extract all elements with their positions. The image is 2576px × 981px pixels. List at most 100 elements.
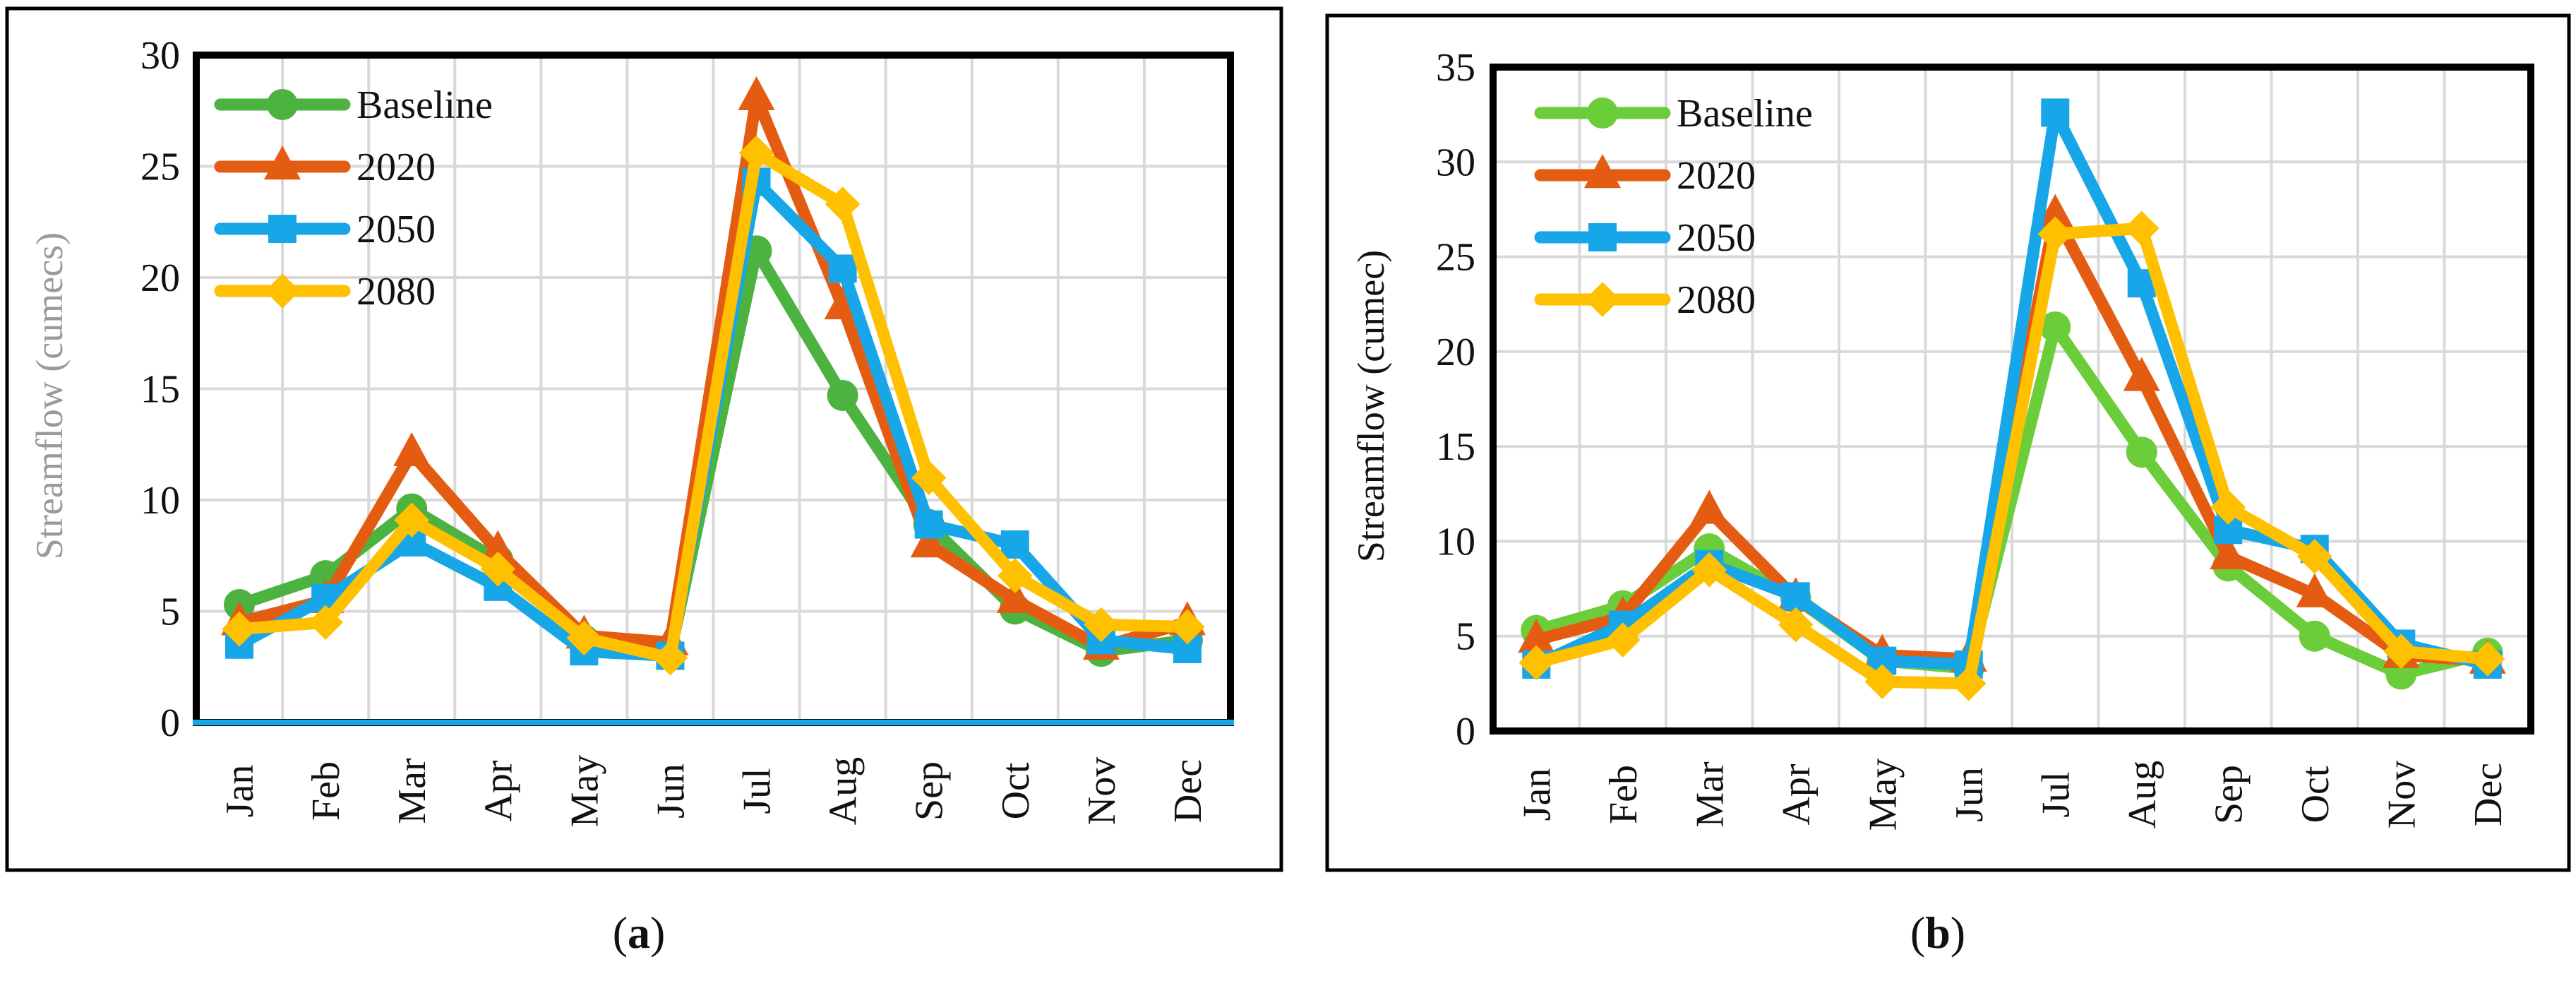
data-point-2020 [996, 578, 1034, 613]
x-tick-label: Dec [1166, 759, 1210, 823]
legend-label-baseline: Baseline [357, 83, 493, 127]
y-tick-label: 5 [1456, 615, 1475, 659]
data-point-baseline [2299, 620, 2330, 652]
data-point-2020 [393, 432, 431, 467]
x-tick-label: Feb [1602, 765, 1646, 824]
y-tick-label: 30 [1436, 141, 1475, 184]
x-tick-label: Sep [2207, 765, 2251, 824]
x-tick-label: Mar [1688, 761, 1732, 828]
legend-marker-2080 [1585, 282, 1620, 317]
y-axis-label: Streamflow (cumec) [1350, 250, 1392, 562]
data-point-2080 [308, 605, 343, 641]
data-point-2080 [2123, 210, 2159, 246]
data-point-2020 [1691, 489, 1728, 524]
x-tick-label: Dec [2467, 763, 2510, 826]
y-tick-label: 15 [140, 368, 180, 412]
legend-marker-2020 [264, 145, 301, 180]
x-tick-label: Jul [736, 768, 779, 814]
x-tick-label: Nov [2380, 761, 2424, 828]
series-line-baseline [1530, 321, 2494, 680]
data-point-2020 [2037, 194, 2074, 228]
data-point-2080 [1605, 622, 1641, 658]
x-tick-label: Jan [1515, 768, 1559, 821]
data-point-2080 [2383, 634, 2419, 669]
y-axis-label: Streamflow (cumecs) [28, 232, 71, 559]
caption-letter: a [628, 908, 650, 958]
data-point-2080 [566, 620, 602, 656]
data-point-2050 [914, 510, 943, 539]
data-point-2050 [828, 254, 857, 283]
y-tick-label: 10 [1436, 520, 1475, 564]
data-point-2080 [1864, 664, 1900, 699]
data-point-2080 [652, 640, 688, 676]
x-tick-label: Oct [2294, 766, 2337, 823]
data-point-2080 [2469, 641, 2505, 677]
data-point-2080 [394, 502, 430, 538]
x-tick-label: Aug [2121, 761, 2164, 828]
caption-b: (b) [1910, 908, 1965, 958]
legend-label-baseline: Baseline [1677, 92, 1813, 136]
chart-panel-b: 0 5 10 15 20 25 30 35 Jan Feb Mar Apr May Jun Jul Aug Se… [1350, 46, 2534, 831]
x-tick-label: Apr [1775, 763, 1819, 825]
data-point-2080 [480, 551, 516, 587]
x-tick-label: Nov [1080, 757, 1124, 825]
data-point-2020 [479, 530, 517, 564]
y-tick-label: 20 [1436, 331, 1475, 374]
data-point-2020 [738, 76, 775, 111]
data-point-2080 [997, 558, 1033, 593]
data-point-2080 [2037, 216, 2073, 252]
y-tick-label: 0 [160, 701, 180, 745]
x-tick-label: Apr [477, 760, 520, 821]
data-point-2080 [1691, 552, 1727, 588]
data-point-2080 [738, 135, 774, 171]
legend-marker-2080 [265, 273, 300, 309]
y-tick-label: 30 [140, 34, 180, 78]
x-tick-label: Feb [304, 761, 348, 821]
data-point-2080 [2210, 489, 2246, 525]
x-tick-label: Oct [994, 762, 1038, 819]
y-tick-label: 20 [140, 256, 180, 300]
data-point-2080 [222, 611, 257, 647]
legend-label-2050: 2050 [1677, 216, 1756, 260]
data-point-2050 [2041, 98, 2070, 127]
series-line-2080 [1530, 222, 2494, 690]
legend-marker-2050 [268, 215, 296, 243]
data-point-2020 [1518, 619, 1555, 653]
x-tick-label: Aug [822, 757, 865, 825]
chart-panel-a: 0 5 10 15 20 25 30 Jan Feb Mar Apr May Jun Jul Aug Sep O… [28, 34, 1234, 827]
data-point-2080 [1170, 609, 1205, 645]
legend-label-2050: 2050 [357, 208, 436, 251]
y-tick-label: 5 [160, 590, 180, 634]
legend-marker-2050 [1588, 223, 1617, 251]
x-tick-label: May [563, 755, 606, 828]
caption-letter: b [1925, 908, 1951, 958]
x-tick-label: Mar [390, 758, 434, 824]
y-tick-label: 10 [140, 479, 180, 523]
data-point-2020 [910, 523, 947, 558]
legend-marker-baseline [267, 89, 298, 120]
data-point-2020 [2123, 357, 2160, 391]
legend-label-2020: 2020 [1677, 154, 1756, 198]
data-point-2080 [911, 460, 947, 496]
legend-label-2080: 2080 [1677, 278, 1756, 322]
x-tick-label: Jul [2034, 771, 2078, 817]
data-point-2050 [1000, 530, 1029, 559]
y-tick-label: 35 [1436, 46, 1475, 90]
data-point-2080 [1084, 607, 1119, 643]
x-tick-label: Jun [649, 763, 693, 819]
y-tick-label: 15 [1436, 425, 1475, 469]
data-point-2080 [2296, 539, 2332, 574]
series-line-2080 [233, 147, 1194, 665]
data-point-2080 [1518, 645, 1554, 681]
y-tick-label: 25 [140, 145, 180, 189]
data-point-2080 [1951, 666, 1987, 701]
data-point-2050 [1781, 582, 1810, 611]
data-point-2080 [1778, 607, 1814, 643]
x-tick-label: May [1861, 759, 1905, 831]
legend-marker-2020 [1584, 154, 1621, 189]
data-point-2020 [2210, 535, 2247, 570]
y-tick-label: 25 [1436, 236, 1475, 280]
data-point-2080 [825, 186, 861, 222]
